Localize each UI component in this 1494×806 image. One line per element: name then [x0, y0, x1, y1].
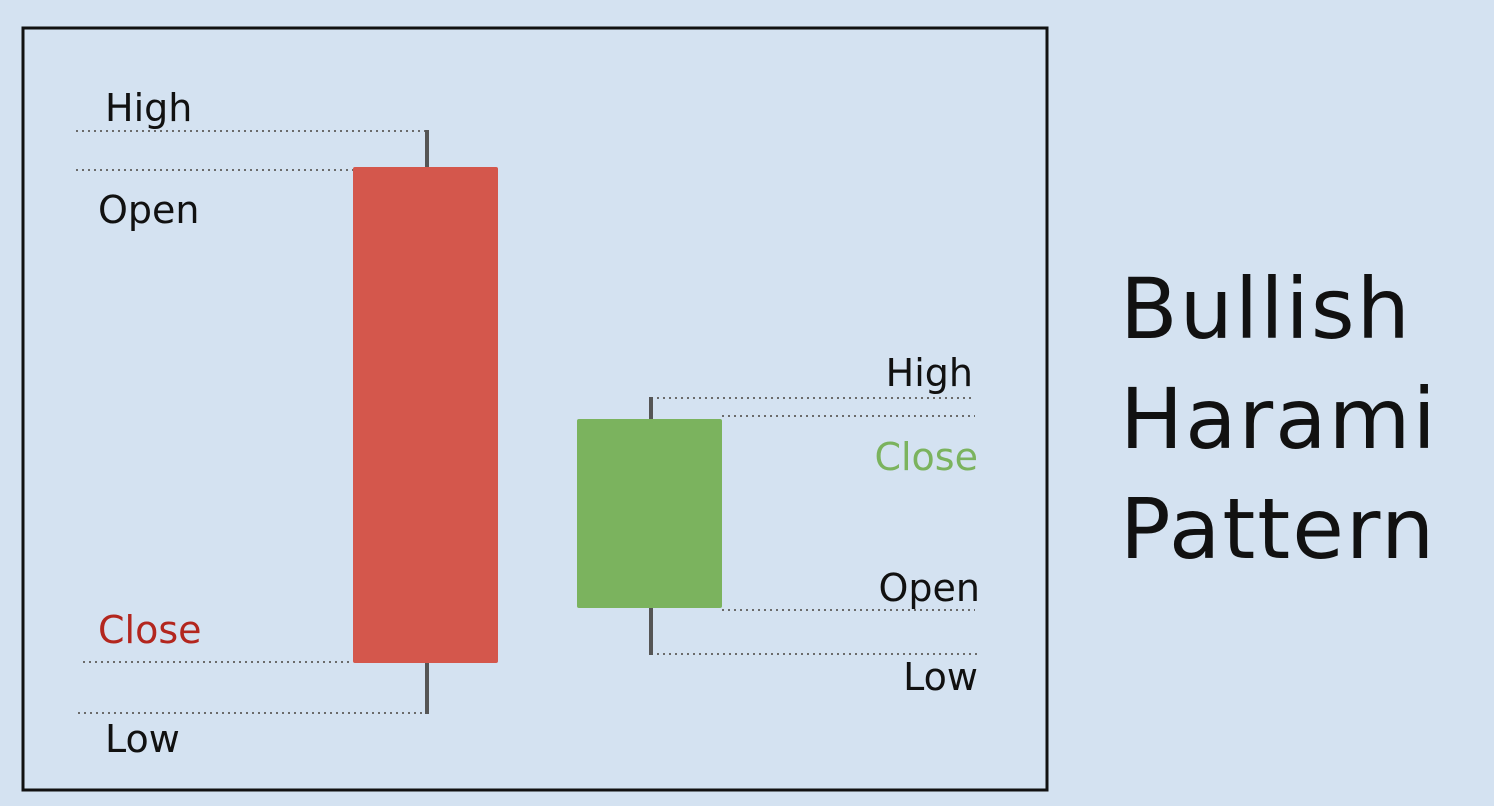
- bullish-body: [577, 419, 722, 608]
- bearish-high-label: High: [105, 86, 192, 130]
- diagram-frame: [21, 26, 1049, 792]
- title-line-3: Pattern: [1120, 480, 1437, 578]
- bullish-high-label: High: [886, 351, 973, 395]
- bearish-close-label: Close: [98, 608, 202, 652]
- bullish-open-label: Open: [879, 566, 981, 610]
- bearish-body: [353, 167, 498, 663]
- bullish-close-label: Close: [874, 435, 978, 479]
- bearish-low-label: Low: [105, 717, 180, 761]
- bullish-candle: High Close Open Low: [577, 351, 980, 699]
- bullish-low-label: Low: [903, 655, 978, 699]
- title-line-1: Bullish: [1120, 260, 1412, 358]
- bearish-candle: High Open Close Low: [76, 86, 498, 761]
- bearish-open-label: Open: [98, 188, 200, 232]
- title-line-2: Harami: [1120, 370, 1438, 468]
